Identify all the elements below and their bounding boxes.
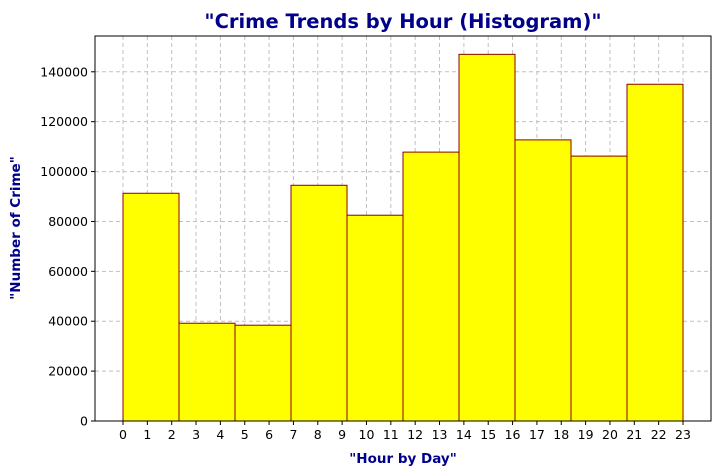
y-tick-label: 100000 xyxy=(40,164,88,179)
x-tick-label: 10 xyxy=(359,427,375,442)
x-tick-label: 13 xyxy=(432,427,448,442)
x-tick-label: 20 xyxy=(602,427,618,442)
x-tick-label: 23 xyxy=(675,427,691,442)
histogram-bar xyxy=(626,83,684,422)
histogram-bar xyxy=(402,151,460,422)
x-tick-label: 22 xyxy=(651,427,667,442)
histogram-bar xyxy=(514,139,572,422)
x-tick-label: 18 xyxy=(553,427,569,442)
chart-title: "Crime Trends by Hour (Histogram)" xyxy=(204,10,601,33)
x-tick-label: 5 xyxy=(241,427,249,442)
x-axis-label: "Hour by Day" xyxy=(349,451,456,467)
histogram-bars xyxy=(122,53,684,422)
x-tick-label: 7 xyxy=(289,427,297,442)
histogram-bar xyxy=(122,192,180,422)
x-tick-label: 11 xyxy=(383,427,399,442)
histogram-bar xyxy=(234,324,292,422)
x-axis-ticks: 0 1 2 3 4 5 6 7 8 9 10 11 12 13 14 15 16 17 18 19 20 21 22 23 xyxy=(119,421,691,442)
y-axis-ticks: 0 20000 40000 60000 80000 100000 120000 140000 xyxy=(40,64,95,429)
y-tick-label: 120000 xyxy=(40,114,88,129)
histogram-bar xyxy=(346,214,404,422)
histogram-bar xyxy=(290,184,348,422)
x-tick-label: 17 xyxy=(529,427,545,442)
x-tick-label: 9 xyxy=(338,427,346,442)
x-tick-label: 14 xyxy=(456,427,472,442)
y-axis-label: "Number of Crime" xyxy=(8,156,24,299)
y-tick-label: 40000 xyxy=(48,314,88,329)
x-tick-label: 3 xyxy=(192,427,200,442)
y-tick-label: 80000 xyxy=(48,214,88,229)
x-tick-label: 16 xyxy=(505,427,521,442)
x-tick-label: 0 xyxy=(119,427,127,442)
x-tick-label: 1 xyxy=(143,427,151,442)
x-tick-label: 19 xyxy=(578,427,594,442)
histogram-bar xyxy=(178,322,236,422)
y-tick-label: 140000 xyxy=(40,64,88,79)
x-tick-label: 12 xyxy=(407,427,423,442)
y-tick-label: 0 xyxy=(80,414,88,429)
x-tick-label: 15 xyxy=(480,427,496,442)
plot-frame xyxy=(94,35,712,422)
histogram-bar xyxy=(570,155,628,422)
x-tick-label: 2 xyxy=(168,427,176,442)
x-tick-label: 21 xyxy=(626,427,642,442)
histogram-bar xyxy=(458,53,516,422)
x-tick-label: 6 xyxy=(265,427,273,442)
y-tick-label: 60000 xyxy=(48,264,88,279)
x-tick-label: 4 xyxy=(216,427,224,442)
y-tick-label: 20000 xyxy=(48,364,88,379)
x-tick-label: 8 xyxy=(314,427,322,442)
